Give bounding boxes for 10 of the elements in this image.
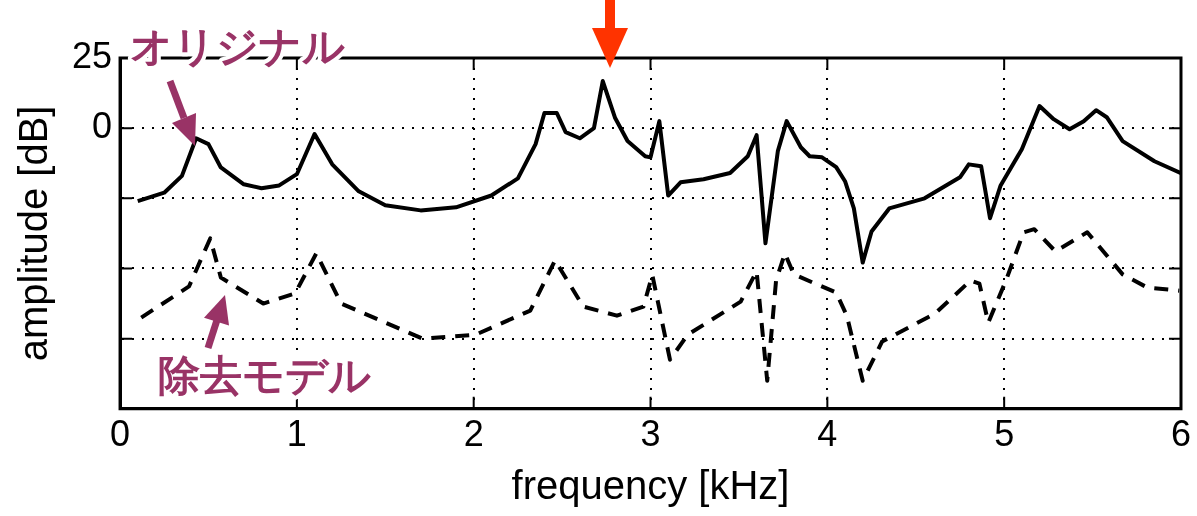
x-axis-title: frequency [kHz] bbox=[511, 463, 790, 508]
x-tick-label: 3 bbox=[640, 413, 661, 455]
y-axis-title: amplitude [dB] bbox=[11, 105, 56, 362]
x-tick-label: 1 bbox=[286, 413, 307, 455]
series-label: 除去モデル bbox=[158, 350, 372, 400]
x-tick-label: 4 bbox=[817, 413, 838, 455]
x-tick-label: 2 bbox=[463, 413, 484, 455]
y-tick-label: 25 bbox=[72, 34, 113, 76]
x-tick-label: 5 bbox=[994, 413, 1015, 455]
x-tick-label: 6 bbox=[1170, 413, 1191, 455]
